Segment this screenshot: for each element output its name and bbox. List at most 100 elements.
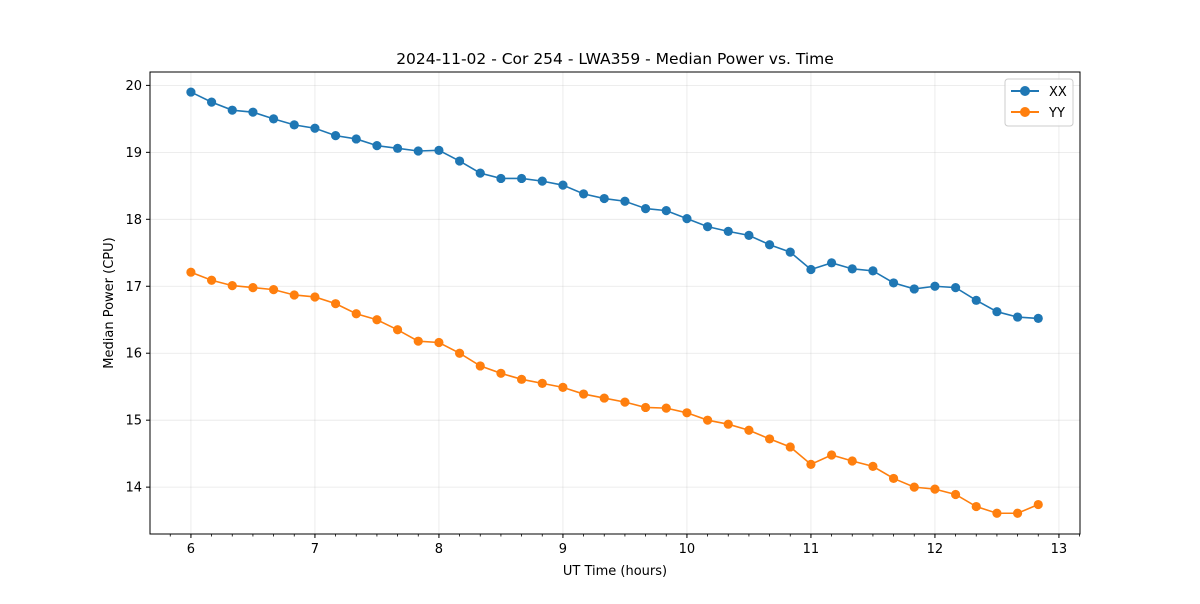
data-point-xx bbox=[351, 134, 361, 144]
data-point-yy bbox=[330, 299, 341, 309]
data-point-xx bbox=[248, 107, 258, 117]
axis-ticks: 6 7 8 9 10 11 12 13 14 15 16 17 18 19 20 bbox=[125, 79, 1080, 557]
x-tick-label: 8 bbox=[435, 542, 443, 557]
x-tick-label: 13 bbox=[1051, 542, 1068, 557]
data-point-yy bbox=[558, 382, 568, 392]
grid-lines bbox=[150, 72, 1080, 534]
data-point-yy bbox=[888, 473, 899, 484]
data-point-xx bbox=[868, 266, 878, 276]
data-point-yy bbox=[434, 337, 444, 348]
data-point-xx bbox=[496, 173, 506, 184]
data-point-xx bbox=[930, 281, 940, 291]
data-point-xx bbox=[971, 295, 981, 305]
data-point-yy bbox=[640, 402, 651, 413]
data-point-yy bbox=[289, 290, 299, 300]
x-axis-label: UT Time (hours) bbox=[563, 564, 667, 579]
data-point-yy bbox=[1012, 508, 1023, 518]
data-point-xx bbox=[661, 206, 671, 216]
data-point-xx bbox=[1033, 313, 1043, 323]
data-point-yy bbox=[310, 292, 320, 302]
legend-marker-yy bbox=[1020, 107, 1030, 117]
data-point-xx bbox=[330, 131, 341, 141]
data-point-yy bbox=[475, 361, 485, 371]
data-point-yy bbox=[227, 280, 237, 291]
y-tick-label: 18 bbox=[125, 213, 142, 228]
series-layer bbox=[186, 87, 1043, 518]
data-point-xx bbox=[558, 180, 568, 190]
data-point-xx bbox=[723, 226, 733, 236]
series-line-yy bbox=[190, 271, 1039, 515]
data-point-yy bbox=[950, 489, 961, 500]
data-point-yy bbox=[806, 459, 816, 469]
data-point-yy bbox=[682, 408, 692, 418]
data-point-xx bbox=[909, 284, 919, 294]
data-point-yy bbox=[930, 484, 940, 494]
data-point-yy bbox=[1033, 499, 1043, 510]
chart-title: 2024-11-02 - Cor 254 - LWA359 - Median P… bbox=[396, 50, 834, 68]
data-point-yy bbox=[454, 348, 465, 358]
data-point-xx bbox=[454, 156, 465, 166]
data-point-xx bbox=[516, 173, 527, 184]
y-tick-label: 15 bbox=[125, 414, 142, 429]
data-point-xx bbox=[620, 196, 630, 206]
data-point-yy bbox=[764, 434, 775, 444]
data-point-xx bbox=[888, 278, 899, 288]
data-point-yy bbox=[578, 389, 589, 399]
data-point-yy bbox=[868, 461, 878, 471]
data-point-xx bbox=[702, 222, 713, 232]
data-point-xx bbox=[289, 120, 299, 130]
data-point-xx bbox=[268, 114, 279, 124]
data-point-yy bbox=[186, 267, 196, 277]
data-point-xx bbox=[1012, 312, 1023, 322]
legend-marker-xx bbox=[1020, 86, 1030, 96]
data-point-xx bbox=[785, 247, 795, 257]
data-point-xx bbox=[992, 307, 1002, 317]
data-point-yy bbox=[351, 309, 361, 319]
series-xx bbox=[186, 87, 1043, 323]
data-point-yy bbox=[206, 275, 217, 285]
data-point-xx bbox=[475, 168, 485, 178]
data-point-yy bbox=[620, 397, 630, 407]
y-tick-label: 19 bbox=[125, 146, 142, 161]
data-point-xx bbox=[227, 105, 237, 115]
data-point-yy bbox=[971, 501, 981, 512]
plot-area-frame bbox=[149, 71, 1081, 535]
data-point-yy bbox=[413, 336, 423, 346]
data-point-yy bbox=[496, 368, 506, 378]
legend-label-yy: YY bbox=[1048, 106, 1065, 121]
data-point-xx bbox=[206, 97, 217, 107]
x-tick-label: 11 bbox=[803, 542, 820, 557]
data-point-xx bbox=[764, 240, 775, 250]
data-point-yy bbox=[744, 425, 754, 435]
y-tick-label: 17 bbox=[125, 280, 142, 295]
data-point-yy bbox=[537, 378, 547, 388]
data-point-xx bbox=[806, 264, 816, 275]
data-point-xx bbox=[744, 230, 754, 240]
y-axis-label: Median Power (CPU) bbox=[102, 237, 117, 368]
legend: XX YY bbox=[1004, 78, 1074, 127]
series-yy bbox=[186, 267, 1043, 518]
data-point-yy bbox=[599, 393, 609, 403]
data-point-xx bbox=[413, 146, 423, 156]
data-point-yy bbox=[785, 442, 795, 452]
data-point-xx bbox=[826, 258, 837, 268]
data-point-yy bbox=[392, 325, 403, 335]
data-point-yy bbox=[723, 419, 733, 429]
data-point-xx bbox=[537, 176, 547, 186]
data-point-yy bbox=[516, 374, 527, 384]
data-point-yy bbox=[992, 508, 1002, 518]
x-tick-label: 9 bbox=[559, 542, 567, 557]
data-point-xx bbox=[950, 283, 961, 293]
x-tick-label: 10 bbox=[679, 542, 696, 557]
data-point-yy bbox=[909, 482, 919, 492]
x-tick-label: 7 bbox=[311, 542, 319, 557]
data-point-xx bbox=[640, 203, 651, 214]
data-point-yy bbox=[268, 285, 279, 295]
data-point-xx bbox=[392, 143, 403, 153]
y-tick-label: 14 bbox=[125, 481, 142, 496]
x-tick-label: 12 bbox=[927, 542, 944, 557]
data-point-xx bbox=[847, 264, 857, 274]
data-point-yy bbox=[847, 456, 857, 466]
y-tick-label: 16 bbox=[125, 347, 142, 362]
